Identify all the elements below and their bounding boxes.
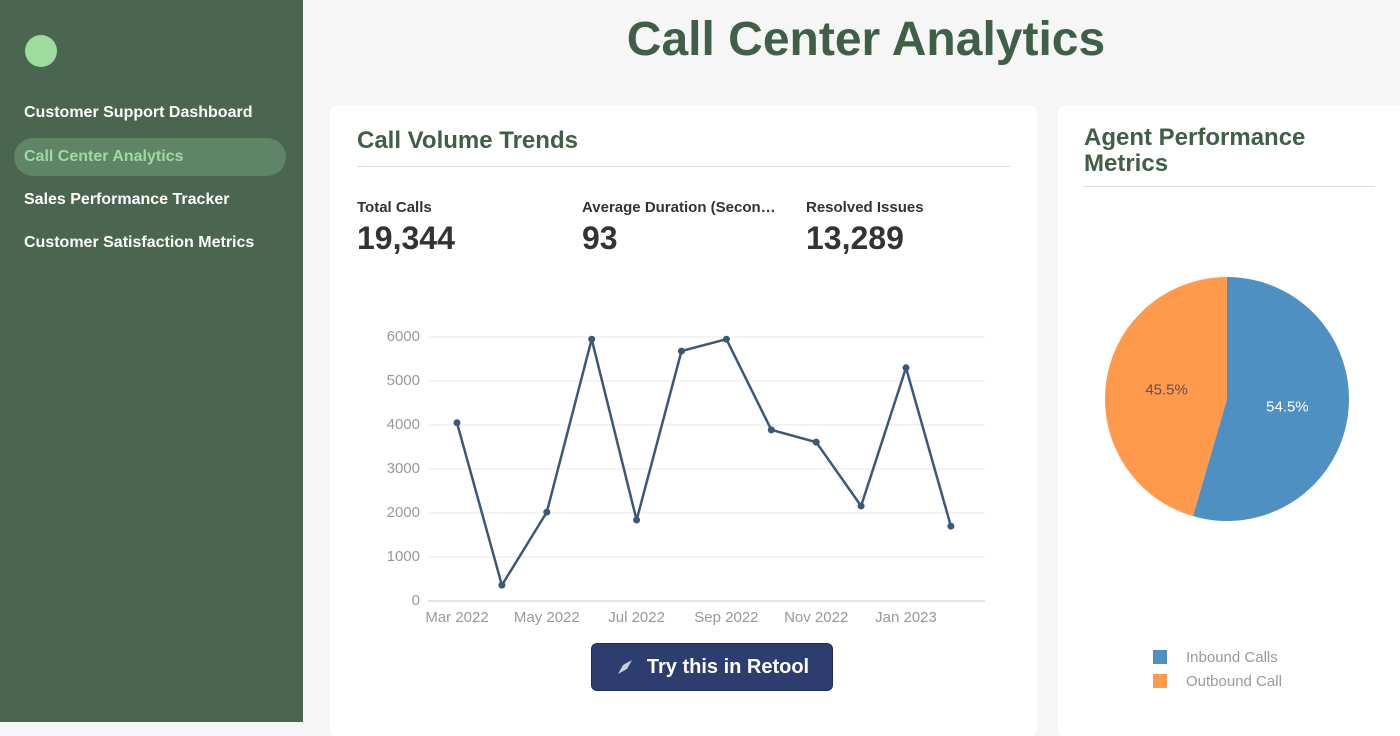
divider <box>1084 186 1375 187</box>
y-tick-label: 3000 <box>387 460 420 477</box>
legend-swatch <box>1153 650 1167 664</box>
point <box>767 426 775 434</box>
point <box>678 347 685 355</box>
y-tick-label: 0 <box>412 592 420 609</box>
stat-value: 93 <box>582 220 618 256</box>
button-label: Try this in Retool <box>646 655 810 678</box>
y-tick-label: 4000 <box>387 416 420 433</box>
try-button[interactable]: Try this in Retool <box>591 643 833 691</box>
y-tick-label: 1000 <box>387 548 420 565</box>
page-title: Call Center Analytics <box>626 13 1106 66</box>
active-nav-pill <box>14 138 286 176</box>
card-title: Agent Performance Metrics <box>1084 124 1306 177</box>
nav-item[interactable]: Customer Satisfaction Metrics <box>24 234 255 251</box>
slice-label: 54.5% <box>1266 399 1309 416</box>
point <box>588 335 596 343</box>
point <box>812 438 820 446</box>
logo[interactable] <box>25 35 57 67</box>
nav-item[interactable]: Customer Support Dashboard <box>24 104 253 121</box>
stat-label: Average Duration (Secon… <box>582 199 776 216</box>
x-tick-label: Sep 2022 <box>694 609 758 626</box>
point <box>453 419 461 427</box>
rocket-icon <box>617 660 632 674</box>
y-tick-label: 6000 <box>387 328 420 345</box>
slice-label: 45.5% <box>1145 381 1188 398</box>
legend-swatch <box>1153 674 1167 688</box>
point <box>722 335 730 343</box>
divider <box>357 166 1010 167</box>
point <box>633 516 641 524</box>
x-tick-label: Jul 2022 <box>608 609 665 626</box>
nav-item[interactable]: Call Center Analytics <box>24 148 184 165</box>
card-title: Call Volume Trends <box>357 127 578 154</box>
point <box>947 522 955 530</box>
x-tick-label: Mar 2022 <box>425 609 488 626</box>
x-tick-label: Jan 2023 <box>875 609 937 626</box>
stat-value: 19,344 <box>357 220 455 256</box>
pie-slice <box>1192 277 1349 521</box>
point <box>857 502 865 510</box>
nav-item[interactable]: Sales Performance Tracker <box>24 191 230 208</box>
legend-label: Inbound Calls <box>1186 649 1278 666</box>
y-tick-label: 5000 <box>387 372 420 389</box>
x-tick-label: Nov 2022 <box>784 609 848 626</box>
stat-value: 13,289 <box>806 220 904 256</box>
point <box>543 508 551 516</box>
point <box>498 581 506 589</box>
y-tick-label: 2000 <box>387 504 420 521</box>
sidebar: Customer Support Dashboard Call Center A… <box>0 0 303 722</box>
line <box>455 337 953 589</box>
point <box>902 364 910 372</box>
pie-slice <box>1105 277 1227 517</box>
stat-label: Resolved Issues <box>806 199 924 216</box>
card <box>330 106 1037 736</box>
x-tick-label: May 2022 <box>514 609 580 626</box>
stat-label: Total Calls <box>357 199 432 216</box>
legend-label: Outbound Call <box>1186 673 1282 690</box>
